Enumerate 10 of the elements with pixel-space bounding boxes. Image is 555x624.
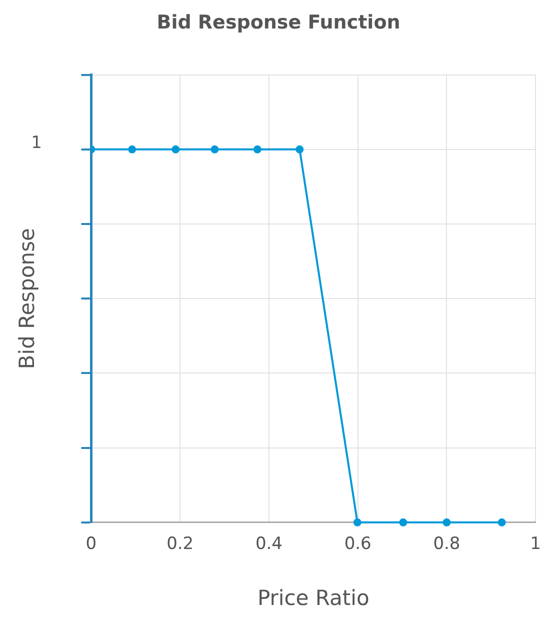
- x-tick-label: 0.2: [166, 534, 194, 554]
- x-tick-label: 0.6: [344, 534, 372, 554]
- x-tick-label: 1: [530, 534, 542, 554]
- x-tick-label: 0.4: [255, 534, 282, 554]
- x-tick-label: 0: [86, 534, 97, 554]
- x-tick-label: 0.8: [433, 534, 460, 554]
- y-axis-title: Bid Response: [15, 228, 40, 370]
- text: 1: [31, 132, 42, 153]
- x-axis-title: Price Ratio: [257, 586, 370, 610]
- chart-title: Bid Response Function: [156, 11, 400, 34]
